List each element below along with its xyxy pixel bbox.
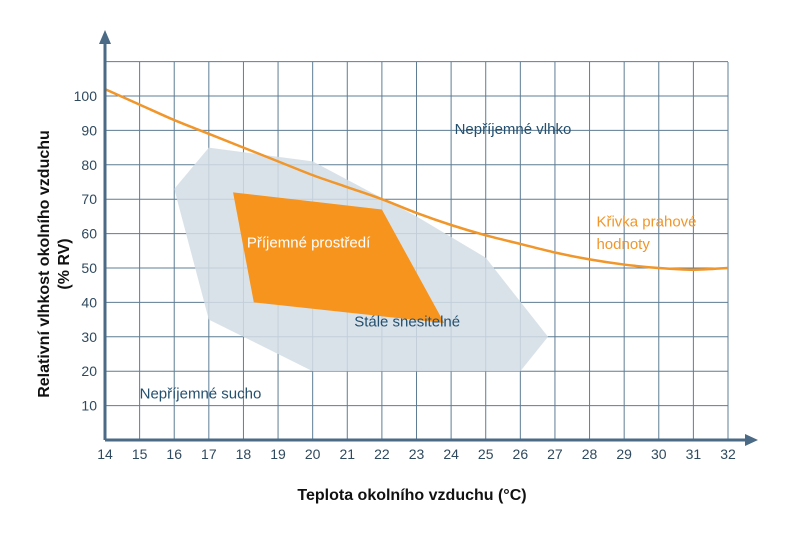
y-tick-label: 70 <box>81 191 97 207</box>
x-tick-label: 18 <box>236 446 252 462</box>
axes <box>99 30 758 446</box>
tick-labels: 14 15 16 17 18 19 20 21 22 23 24 25 26 27 28 29 30 31 32 10… <box>74 88 736 462</box>
x-tick-label: 28 <box>582 446 598 462</box>
annotations: Nepříjemné vlhko Stále snesitelné Příjemné… <box>140 121 697 403</box>
y-tick-label: 90 <box>81 122 97 138</box>
x-tick-label: 16 <box>166 446 182 462</box>
threshold-curve <box>104 87 729 271</box>
x-tick-label: 26 <box>513 446 529 462</box>
y-tick-label: 100 <box>74 88 98 104</box>
x-tick-label: 21 <box>339 446 355 462</box>
x-tick-label: 23 <box>409 446 425 462</box>
x-axis-arrow <box>745 434 758 446</box>
y-axis-title: Relativní vlhkost okolního vzduchu (% RV… <box>36 130 73 398</box>
y-tick-label: 10 <box>81 398 97 414</box>
x-tick-label: 31 <box>686 446 702 462</box>
x-tick-label: 19 <box>270 446 286 462</box>
x-axis-title: Teplota okolního vzduchu (°C) <box>297 487 526 504</box>
x-tick-label: 14 <box>97 446 113 462</box>
y-tick-label: 50 <box>81 260 97 276</box>
x-tick-label: 15 <box>132 446 148 462</box>
comfortable-region <box>233 192 445 324</box>
x-tick-label: 20 <box>305 446 321 462</box>
annotation-tolerable: Stále snesitelné <box>354 313 460 330</box>
regions <box>174 147 549 372</box>
y-tick-label: 60 <box>81 226 97 242</box>
x-tick-label: 32 <box>720 446 736 462</box>
x-tick-label: 17 <box>201 446 217 462</box>
y-tick-label: 30 <box>81 329 97 345</box>
y-tick-label: 20 <box>81 363 97 379</box>
x-tick-label: 25 <box>478 446 494 462</box>
y-tick-label: 80 <box>81 157 97 173</box>
annotation-comfortable: Příjemné prostředí <box>247 234 371 251</box>
y-axis-title-line1: Relativní vlhkost okolního vzduchu <box>36 130 53 398</box>
annotation-unpleasant-humid: Nepříjemné vlhko <box>455 121 572 138</box>
y-axis-arrow <box>99 30 111 44</box>
annotation-unpleasant-dry: Nepříjemné sucho <box>140 386 262 403</box>
annotation-threshold-line1: Křivka prahové <box>596 214 696 231</box>
annotation-threshold-line2: hodnoty <box>596 236 650 253</box>
x-tick-label: 29 <box>616 446 632 462</box>
y-axis-title-line2: (% RV) <box>56 238 73 289</box>
threshold-curve-group <box>104 87 729 271</box>
x-tick-label: 27 <box>547 446 563 462</box>
x-tick-label: 30 <box>651 446 667 462</box>
x-tick-label: 24 <box>443 446 459 462</box>
x-tick-label: 22 <box>374 446 390 462</box>
y-tick-label: 40 <box>81 294 97 310</box>
